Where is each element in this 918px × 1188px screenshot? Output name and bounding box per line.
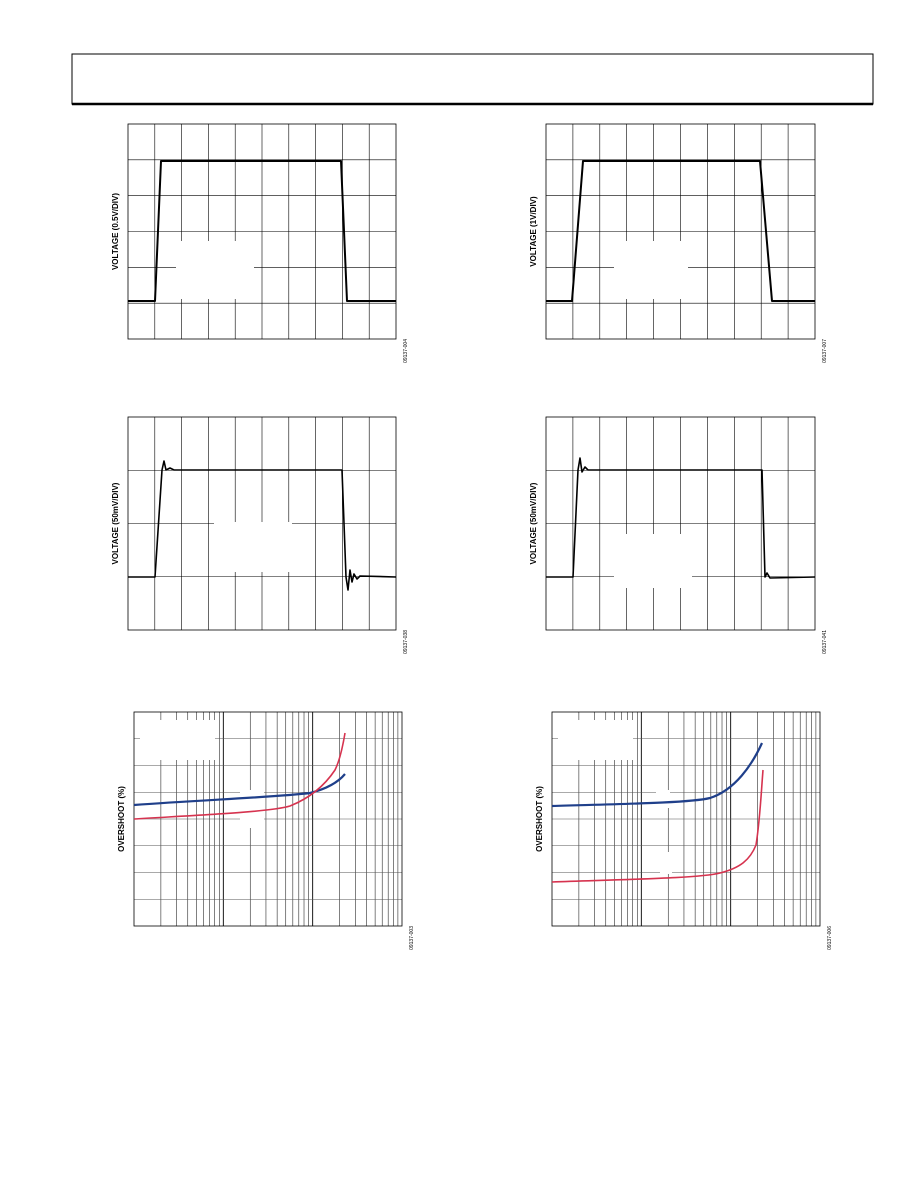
plot: VOLTAGE (1V/DIV) 09137-007	[529, 123, 828, 363]
label-mask	[240, 790, 264, 828]
label-mask	[140, 720, 215, 760]
plot: OVERSHOOT (%) 09137-006	[535, 711, 833, 950]
figure-id: 09137-003	[409, 926, 415, 950]
plot-frame	[545, 416, 816, 631]
y-axis-label: VOLTAGE (1V/DIV)	[529, 196, 538, 267]
plot: VOLTAGE (50mV/DIV) 09137-041	[529, 416, 828, 654]
trace	[128, 460, 397, 591]
trace	[546, 457, 816, 579]
plot-frame	[551, 711, 821, 927]
y-axis-label: OVERSHOOT (%)	[117, 786, 126, 852]
trace	[551, 769, 764, 883]
figure-id: 09137-007	[822, 339, 828, 363]
plot-frame	[127, 123, 397, 340]
label-mask	[214, 522, 292, 572]
y-axis-label: VOLTAGE (50mV/DIV)	[111, 482, 120, 564]
label-mask	[558, 720, 633, 760]
plot-frame	[127, 416, 397, 631]
trace	[133, 773, 346, 807]
y-axis-label: VOLTAGE (0.5V/DIV)	[111, 193, 120, 270]
plot: VOLTAGE (50mV/DIV) 09137-038	[111, 416, 409, 654]
figure-id: 09137-041	[822, 630, 828, 654]
label-mask	[660, 852, 672, 874]
plots: VOLTAGE (0.5V/DIV) 09137-004 VOLTAGE (1V/D…	[111, 123, 833, 950]
figure-id: 09137-004	[403, 339, 409, 363]
label-mask	[176, 241, 254, 299]
y-axis-label: VOLTAGE (50mV/DIV)	[529, 482, 538, 564]
plot: VOLTAGE (0.5V/DIV) 09137-004	[111, 123, 409, 363]
label-mask	[614, 534, 692, 588]
plot: OVERSHOOT (%) 09137-003	[117, 711, 415, 950]
plot-frame	[545, 123, 816, 340]
label-mask	[614, 241, 688, 299]
trace	[551, 742, 764, 808]
figure-id: 09137-006	[827, 926, 833, 950]
trace	[133, 732, 346, 820]
header-box	[71, 53, 874, 105]
figure-id: 09137-038	[403, 630, 409, 654]
trace	[546, 160, 815, 302]
label-mask	[656, 790, 670, 808]
trace	[128, 160, 396, 302]
y-axis-label: OVERSHOOT (%)	[535, 786, 544, 852]
